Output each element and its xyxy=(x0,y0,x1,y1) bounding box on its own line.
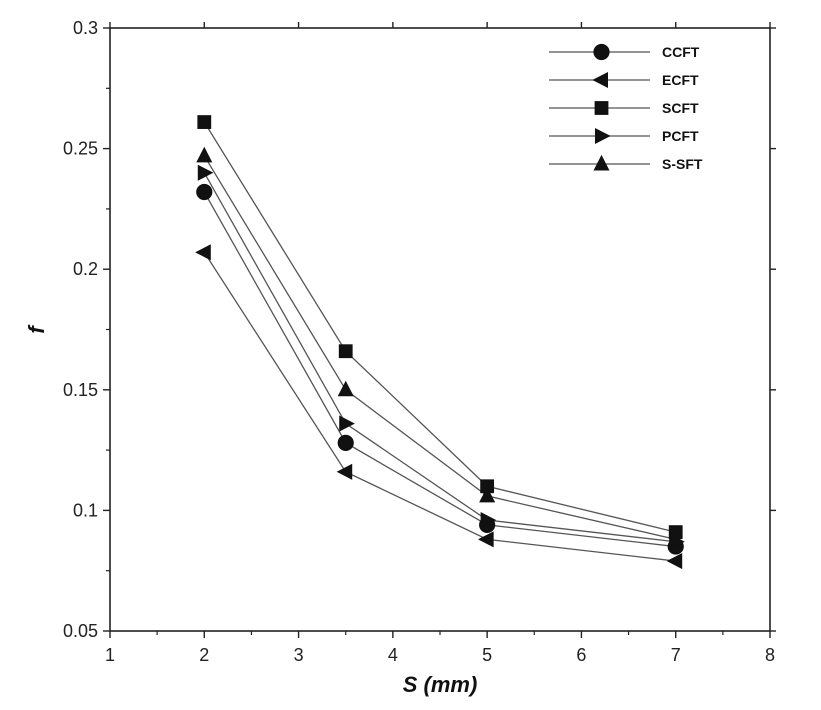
series-lines xyxy=(203,121,676,562)
data-point-s-sft xyxy=(337,380,354,397)
data-point-s-sft xyxy=(667,530,684,546)
legend-marker-ecft xyxy=(592,71,608,89)
y-tick-label: 0.1 xyxy=(73,500,98,520)
legend-marker-ccft xyxy=(593,43,610,61)
x-tick-label: 8 xyxy=(765,645,775,665)
x-tick-label: 2 xyxy=(199,645,209,665)
series-line-scft xyxy=(203,121,676,533)
x-axis-ticks: 1 2 3 4 5 6 7 8 xyxy=(105,22,775,665)
legend: CCFT ECFT SCFT PCFT S-SFT xyxy=(549,43,703,172)
y-axis-ticks: 0.05 0.1 0.15 0.2 0.25 0.3 xyxy=(63,18,776,641)
data-point-s-sft xyxy=(196,146,213,163)
y-tick-label: 0.3 xyxy=(73,18,98,38)
x-tick-label: 1 xyxy=(105,645,115,665)
data-point-pcft xyxy=(197,164,214,181)
legend-marker-pcft xyxy=(595,127,611,145)
y-axis-title: f xyxy=(24,324,49,334)
x-tick-label: 5 xyxy=(482,645,492,665)
series-line-pcft xyxy=(203,172,676,543)
x-tick-label: 7 xyxy=(671,645,681,665)
data-point-scft xyxy=(338,344,353,359)
data-point-ccft xyxy=(196,183,213,201)
y-tick-label: 0.2 xyxy=(73,259,98,279)
data-point-ecft xyxy=(195,244,211,261)
x-tick-label: 3 xyxy=(294,645,304,665)
data-point-ccft xyxy=(337,434,354,451)
data-point-s-sft xyxy=(479,486,496,503)
legend-label-pcft: PCFT xyxy=(662,128,699,144)
data-point-pcft xyxy=(339,415,355,432)
y-tick-label: 0.15 xyxy=(63,380,98,400)
x-tick-label: 4 xyxy=(388,645,398,665)
series-line-ecft xyxy=(203,251,676,562)
series-markers xyxy=(195,115,685,570)
x-axis-title: S (mm) xyxy=(403,672,478,697)
series-line-ccft xyxy=(203,191,676,548)
legend-marker-scft xyxy=(594,101,609,115)
data-point-ecft xyxy=(478,531,494,548)
series-line-s-sft xyxy=(203,155,676,540)
data-point-pcft xyxy=(480,512,497,529)
y-tick-label: 0.05 xyxy=(63,621,98,641)
legend-label-s-sft: S-SFT xyxy=(662,156,703,172)
data-point-ecft xyxy=(336,463,353,480)
legend-label-ccft: CCFT xyxy=(662,44,700,60)
data-point-ecft xyxy=(666,553,683,570)
legend-label-scft: SCFT xyxy=(662,100,699,116)
x-tick-label: 6 xyxy=(576,645,586,665)
y-tick-label: 0.25 xyxy=(63,139,98,159)
data-point-scft xyxy=(197,115,212,129)
legend-marker-s-sft xyxy=(593,154,610,171)
legend-label-ecft: ECFT xyxy=(662,72,699,88)
